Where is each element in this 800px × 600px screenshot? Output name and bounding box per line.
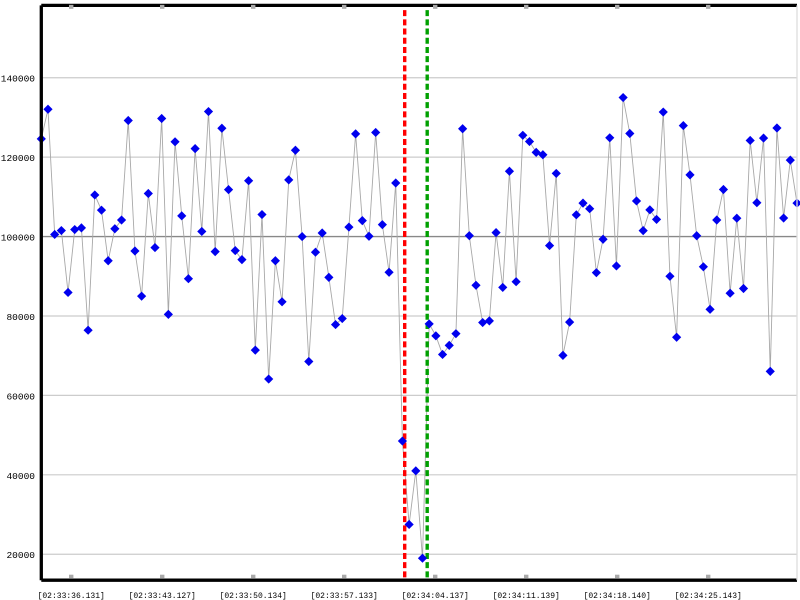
svg-text:[02:33:50.134]: [02:33:50.134] [220,592,287,600]
svg-text:100000: 100000 [1,233,36,244]
svg-text:[02:33:36.131]: [02:33:36.131] [38,592,105,600]
svg-text:[02:34:11.139]: [02:34:11.139] [493,592,560,600]
svg-text:120000: 120000 [1,153,36,164]
svg-text:[02:33:43.127]: [02:33:43.127] [129,592,196,600]
svg-text:20000: 20000 [6,550,35,561]
svg-text:80000: 80000 [6,312,35,323]
svg-text:[02:34:18.140]: [02:34:18.140] [584,592,651,600]
svg-text:[02:33:57.133]: [02:33:57.133] [311,592,378,600]
svg-text:60000: 60000 [6,391,35,402]
svg-text:140000: 140000 [1,74,36,85]
svg-text:40000: 40000 [6,471,35,482]
svg-text:[02:34:04.137]: [02:34:04.137] [402,592,469,600]
svg-text:[02:34:25.143]: [02:34:25.143] [675,592,742,600]
